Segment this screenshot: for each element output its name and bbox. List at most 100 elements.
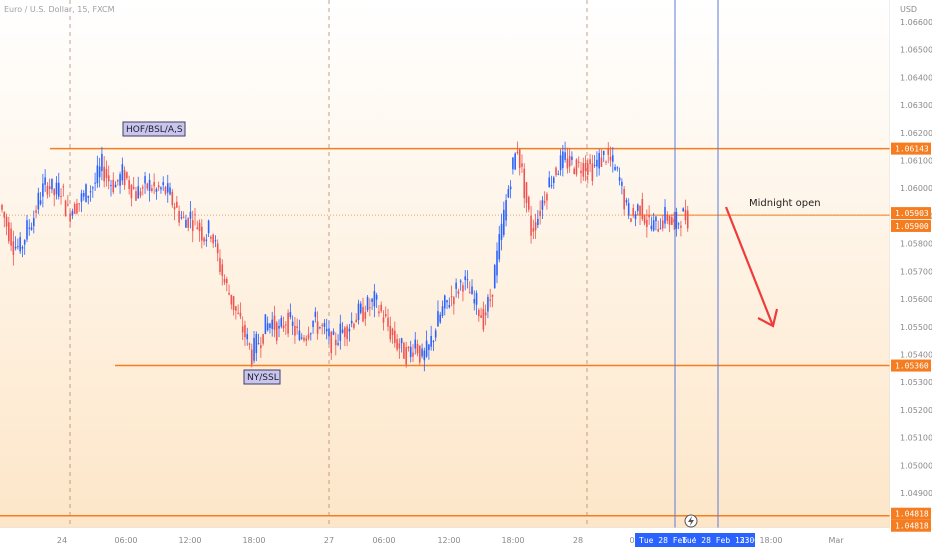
candle-body <box>646 219 648 228</box>
candle-body <box>3 212 6 218</box>
candle-body <box>521 163 523 167</box>
candle-body <box>144 176 146 184</box>
candle-body <box>489 299 491 301</box>
price-label-text: 1.06143 <box>895 145 929 154</box>
candle-body <box>512 157 514 170</box>
candle-body <box>434 330 437 338</box>
candle-body <box>421 348 423 357</box>
candle-body <box>366 296 369 311</box>
candle-body <box>185 219 187 228</box>
candle-body <box>135 191 137 201</box>
price-label-bg <box>891 219 931 232</box>
y-axis-panel[interactable] <box>890 0 932 528</box>
candle-body <box>60 196 62 198</box>
candle-body <box>680 225 682 228</box>
candle-body <box>605 161 607 163</box>
candle-body <box>89 191 92 193</box>
candle-body <box>341 329 344 333</box>
candle-body <box>344 327 346 338</box>
hof-zone-label[interactable]: HOF/BSL/A,S <box>122 121 186 137</box>
candle-body <box>255 334 258 354</box>
hof-zone-text: HOF/BSL/A,S <box>126 125 183 135</box>
arrow-head <box>757 308 779 328</box>
candle-body <box>130 184 133 199</box>
candle-body <box>487 296 489 312</box>
candle-body <box>260 345 262 349</box>
currency-label: USD <box>900 5 917 14</box>
price-label-text: 1.05360 <box>895 362 929 371</box>
candle-body <box>380 304 382 312</box>
candle-body <box>310 333 312 335</box>
level-layer <box>0 147 890 517</box>
candle-body <box>534 222 537 231</box>
x-axis-panel[interactable] <box>0 528 932 550</box>
x-tick-label: 06:00 <box>114 536 137 545</box>
candle-body <box>271 319 274 329</box>
candle-body <box>155 188 158 192</box>
candle-body <box>384 314 387 317</box>
candle-body <box>201 226 203 241</box>
candle-body <box>659 228 662 230</box>
candle-body <box>169 187 171 195</box>
candle-body <box>328 328 330 337</box>
date-label-bg <box>635 533 755 547</box>
candle-body <box>396 339 398 350</box>
candle-body <box>325 328 328 332</box>
midnight-open-text: Midnight open <box>749 198 821 209</box>
x-tick-label: 27 <box>324 536 334 545</box>
candle-body <box>171 191 174 206</box>
candle-body <box>216 243 219 254</box>
candle-body <box>414 339 417 349</box>
candle-body <box>430 335 432 347</box>
candle-body <box>609 156 612 161</box>
candle-body <box>500 223 503 240</box>
candle-body <box>552 177 555 184</box>
candle-body <box>571 156 573 160</box>
symbol-title: Euro / U.S. Dollar, 15, FXCM <box>4 5 115 14</box>
candle-body <box>110 185 112 187</box>
candle-body <box>178 210 180 223</box>
date-label-right: Tue 28 Feb '23 <box>682 536 750 545</box>
candle-body <box>437 311 439 327</box>
candle-body <box>44 177 46 185</box>
lightning-icon[interactable] <box>684 514 698 528</box>
down-arrow[interactable] <box>724 206 779 328</box>
candle-body <box>212 234 214 244</box>
candle-body <box>319 327 321 329</box>
candle-body <box>117 179 119 182</box>
candle-body <box>180 217 183 219</box>
price-label-text: 1.04818 <box>895 522 929 531</box>
candle-body <box>275 322 278 341</box>
candle-body <box>621 181 623 186</box>
price-label-bg <box>891 519 931 532</box>
candle-body <box>55 182 58 195</box>
y-tick-label: 1.06100 <box>900 157 932 166</box>
candle-body <box>42 183 44 197</box>
candle-body <box>614 166 616 170</box>
candle-body <box>362 307 364 322</box>
candle-body <box>30 227 33 230</box>
candle-body <box>364 312 367 319</box>
candle-body <box>457 291 460 294</box>
arrow-shaft <box>724 206 775 327</box>
candle-body <box>305 338 308 341</box>
candle-body <box>294 325 296 336</box>
y-tick-label: 1.04900 <box>900 489 932 498</box>
candle-body <box>482 309 485 330</box>
date-label-group[interactable]: Tue 28 Feb ' Tue 28 Feb '23 13:00 <box>635 533 759 547</box>
candle-body <box>498 234 501 260</box>
candle-body <box>473 298 476 304</box>
candle-body <box>382 317 385 323</box>
candle-body <box>132 186 135 189</box>
candle-body <box>600 157 603 167</box>
candle-body <box>35 210 37 213</box>
candle-body <box>389 325 392 340</box>
nyssl-zone-label[interactable]: NY/SSL <box>243 369 281 385</box>
candle-body <box>128 180 130 189</box>
candle-body <box>537 218 539 226</box>
y-tick-label: 1.05700 <box>900 267 932 276</box>
price-label-text: 1.05903 <box>895 209 929 218</box>
candle-body <box>525 182 528 204</box>
price-label-bg <box>891 359 931 372</box>
